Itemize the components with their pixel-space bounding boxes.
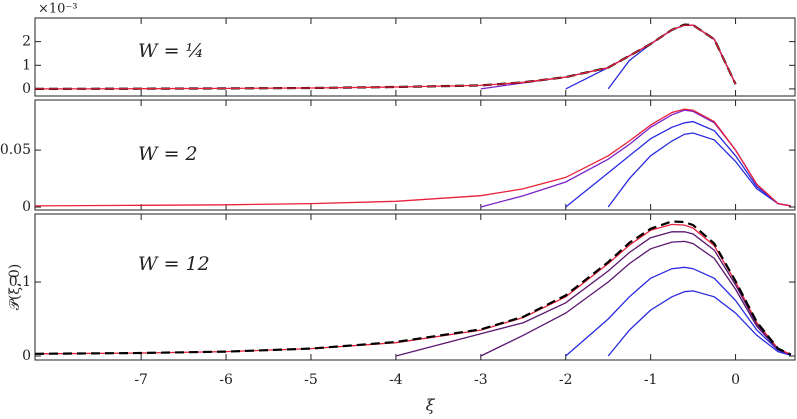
- x-tick-label: 0: [731, 372, 740, 388]
- y-tick-label: 0.05: [0, 142, 31, 158]
- plot-area: [35, 220, 792, 357]
- annotation: W = 2: [138, 143, 198, 165]
- x-tick-label: -4: [389, 372, 403, 388]
- plot-area: [35, 108, 791, 208]
- y-tick-label: 0: [22, 199, 31, 215]
- plot-area: [35, 23, 737, 90]
- line-series: [35, 220, 792, 356]
- x-tick-label: -7: [134, 372, 148, 388]
- x-tick-label: -6: [219, 372, 233, 388]
- y-tick-label: 0: [22, 348, 31, 364]
- annotation: W = 12: [138, 253, 210, 275]
- line-series: [607, 290, 791, 357]
- y-tick-label: 2: [22, 34, 31, 50]
- x-tick-label: -3: [474, 372, 488, 388]
- panel-frame: [34, 99, 796, 211]
- x-tick-label: -1: [644, 372, 658, 388]
- panel-frame: [34, 213, 796, 361]
- x-tick-label: -2: [559, 372, 573, 388]
- line-series: [35, 108, 791, 207]
- line-series: [35, 223, 792, 356]
- line-series: [565, 120, 791, 208]
- line-series: [35, 24, 737, 90]
- y-tick-label: 0.1: [9, 274, 31, 290]
- y-axis-label: 𝒫(ξ, 0): [7, 264, 23, 311]
- annotation: W = ¼: [138, 40, 204, 62]
- line-series: [480, 109, 791, 208]
- line-series: [565, 24, 737, 90]
- y-tick-label: 1: [22, 57, 31, 73]
- line-series: [607, 132, 791, 208]
- line-series: [480, 240, 792, 357]
- line-series: [480, 24, 737, 90]
- line-series: [565, 266, 792, 357]
- panel-frame: [34, 17, 796, 97]
- x-axis-label: ξ: [426, 396, 436, 415]
- y-multiplier: ×10⁻³: [38, 2, 78, 17]
- x-tick-label: -5: [304, 372, 318, 388]
- y-tick-label: 0: [22, 81, 31, 97]
- line-series: [395, 231, 792, 357]
